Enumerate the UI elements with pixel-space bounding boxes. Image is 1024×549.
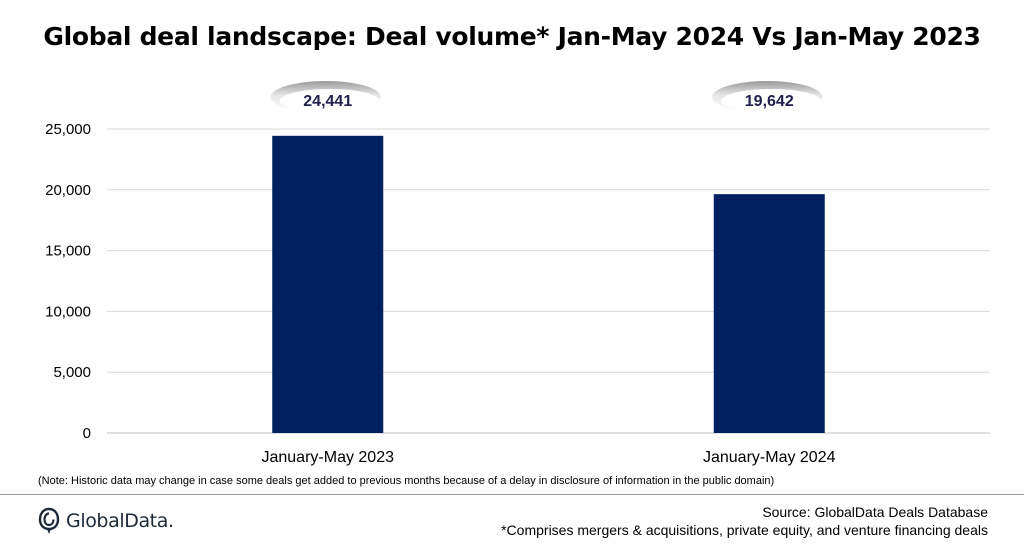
y-tick-label: 5,000 xyxy=(53,364,91,381)
footnote-text: *Comprises mergers & acquisitions, priva… xyxy=(501,522,988,538)
bar-chart: 0 5,000 10,000 15,000 20,000 25,000 January-Ma… xyxy=(45,81,990,466)
historic-data-note: (Note: Historic data may change in case … xyxy=(38,475,775,487)
bar-1 xyxy=(272,135,384,434)
chart-title: Global deal landscape: Deal volume* Jan-… xyxy=(43,22,981,51)
y-tick-label: 0 xyxy=(83,425,91,442)
x-category-label: January-May 2023 xyxy=(261,449,394,466)
globaldata-logo: GlobalData. xyxy=(38,507,174,535)
data-label: 19,642 xyxy=(745,93,794,110)
source-block: Source: GlobalData Deals Database *Compr… xyxy=(501,503,988,539)
x-category-label: January-May 2024 xyxy=(703,449,836,466)
footer-divider xyxy=(0,494,1024,495)
data-label: 24,441 xyxy=(303,93,352,110)
y-tick-label: 10,000 xyxy=(45,303,91,320)
bar-2 xyxy=(713,194,825,433)
globaldata-logo-text: GlobalData. xyxy=(66,510,174,532)
data-label-callout-inner xyxy=(721,89,822,113)
y-tick-label: 15,000 xyxy=(45,243,91,260)
source-text: Source: GlobalData Deals Database xyxy=(762,504,988,520)
globaldata-logo-icon xyxy=(38,507,60,534)
data-label-callout-inner xyxy=(279,89,380,113)
y-tick-label: 25,000 xyxy=(45,121,91,138)
y-tick-label: 20,000 xyxy=(45,182,91,199)
